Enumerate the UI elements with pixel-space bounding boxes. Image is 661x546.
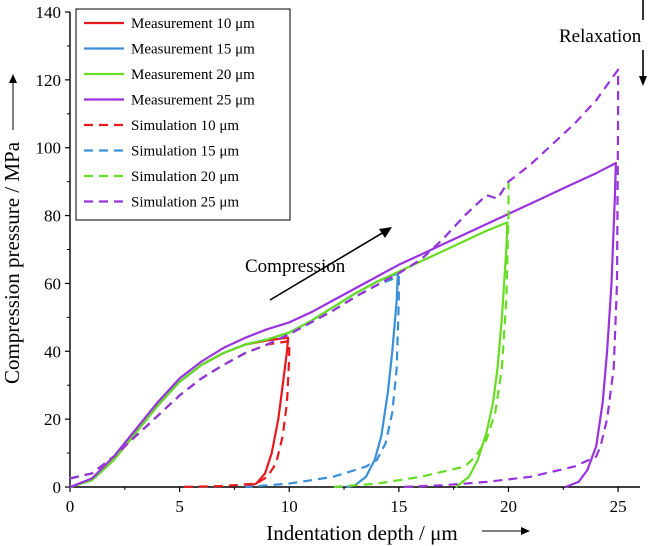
axes bbox=[65, 11, 640, 492]
series-line-simulation-15-m bbox=[69, 275, 400, 489]
x-tick-labels: 0 5 10 15 20 25 bbox=[66, 497, 627, 516]
legend-frame bbox=[75, 8, 291, 221]
compression-annotation: Compression bbox=[245, 256, 346, 277]
y-tick-label: 120 bbox=[36, 71, 62, 90]
series-line-measurement-20-m bbox=[69, 221, 509, 489]
y-tick-label: 40 bbox=[44, 342, 61, 361]
x-tick-label: 25 bbox=[610, 497, 627, 516]
legend-label: Simulation 25 μm bbox=[131, 195, 239, 211]
compression-arrow bbox=[269, 227, 392, 301]
x-axis-direction-arrow bbox=[482, 527, 530, 535]
x-axis-title: Indentation depth / μm bbox=[266, 521, 457, 545]
y-axis-direction-arrow bbox=[9, 74, 17, 130]
y-tick-labels: 0 20 40 60 80 100 120 140 bbox=[36, 3, 62, 497]
y-axis-title: Compression pressure / MPa bbox=[0, 141, 24, 384]
series-line-measurement-25-m bbox=[69, 161, 617, 489]
relaxation-arrow bbox=[639, 0, 647, 86]
legend-label: Measurement 25 μm bbox=[131, 93, 255, 109]
y-tick-label: 100 bbox=[36, 139, 62, 158]
legend: Measurement 10 μm Measurement 15 μm Measur… bbox=[75, 8, 291, 221]
x-tick-label: 10 bbox=[281, 497, 298, 516]
y-tick-label: 0 bbox=[53, 478, 62, 497]
series-layer bbox=[69, 68, 620, 489]
legend-label: Measurement 10 μm bbox=[131, 16, 255, 32]
legend-label: Measurement 20 μm bbox=[131, 67, 255, 83]
y-tick-label: 60 bbox=[44, 274, 61, 293]
x-tick-label: 0 bbox=[66, 497, 75, 516]
y-tick-label: 140 bbox=[36, 3, 62, 22]
legend-label: Measurement 15 μm bbox=[131, 42, 255, 58]
series-line-simulation-20-m bbox=[69, 180, 510, 489]
series-line-simulation-25-m bbox=[69, 68, 620, 489]
x-tick-label: 15 bbox=[390, 497, 407, 516]
y-tick-label: 20 bbox=[44, 410, 61, 429]
legend-label: Simulation 15 μm bbox=[131, 144, 239, 160]
legend-label: Simulation 10 μm bbox=[131, 118, 239, 134]
legend-label: Simulation 20 μm bbox=[131, 169, 239, 185]
relaxation-annotation: Relaxation bbox=[559, 26, 642, 47]
x-tick-label: 20 bbox=[500, 497, 517, 516]
y-tick-label: 80 bbox=[44, 207, 61, 226]
x-tick-label: 5 bbox=[175, 497, 184, 516]
